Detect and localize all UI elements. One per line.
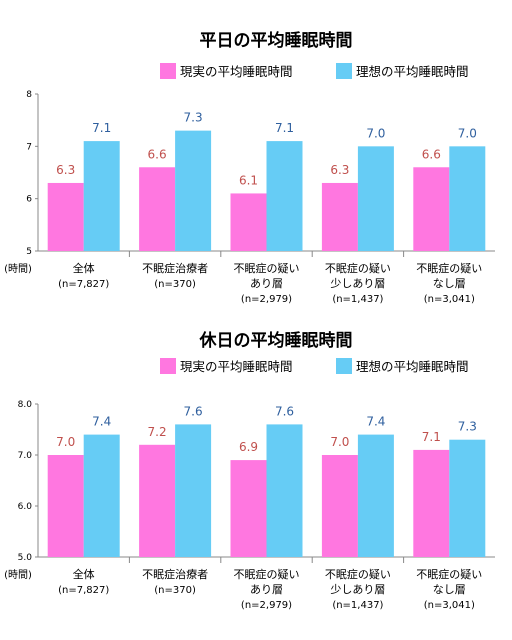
category-label: 不眠症治療者: [142, 567, 208, 581]
data-label-actual: 6.3: [56, 163, 75, 177]
category-label: 少しあり層: [330, 583, 385, 596]
data-label-ideal: 7.1: [275, 121, 294, 135]
data-label-actual: 7.0: [330, 435, 349, 449]
chart-title: 休日の平均睡眠時間: [199, 330, 353, 351]
category-label: 少しあり層: [330, 277, 385, 290]
category-sample-size: (n=1,437): [332, 600, 383, 611]
bar-actual: [321, 455, 358, 557]
bar-actual: [413, 449, 450, 557]
bar-ideal: [357, 434, 394, 557]
category-label: あり層: [250, 583, 283, 596]
bar-actual: [139, 444, 176, 557]
legend-swatch-actual: [160, 358, 176, 374]
category-sample-size: (n=1,437): [332, 294, 383, 305]
legend-swatch-actual: [160, 63, 176, 79]
y-unit-label: (時間): [4, 263, 32, 275]
category-label: 不眠症の疑い: [234, 567, 300, 581]
data-label-actual: 6.9: [239, 440, 258, 454]
bar-ideal: [449, 146, 486, 251]
data-label-actual: 7.0: [56, 435, 75, 449]
data-label-actual: 6.6: [148, 147, 167, 161]
bar-ideal: [175, 130, 212, 251]
category-label: あり層: [250, 277, 283, 290]
y-tick-label: 8.0: [18, 400, 33, 410]
data-label-ideal: 7.6: [184, 404, 203, 418]
chart-title: 平日の平均睡眠時間: [200, 30, 353, 51]
y-tick-label: 6.0: [18, 502, 33, 512]
bar-ideal: [266, 424, 303, 557]
bar-ideal: [266, 141, 303, 251]
data-label-ideal: 7.3: [458, 420, 477, 434]
data-label-actual: 6.3: [330, 163, 349, 177]
y-tick-label: 5: [26, 247, 32, 257]
category-label: 不眠症治療者: [142, 261, 208, 275]
category-label: 全体: [73, 261, 95, 275]
data-label-ideal: 7.4: [92, 415, 111, 429]
category-label: なし層: [433, 277, 466, 290]
category-label: 不眠症の疑い: [416, 261, 482, 275]
category-sample-size: (n=7,827): [58, 279, 109, 290]
bar-actual: [230, 460, 267, 557]
category-sample-size: (n=2,979): [241, 600, 292, 611]
category-sample-size: (n=7,827): [58, 585, 109, 596]
bar-actual: [321, 182, 358, 251]
category-sample-size: (n=3,041): [424, 600, 475, 611]
legend-label-ideal: 理想の平均睡眠時間: [356, 64, 469, 79]
category-sample-size: (n=370): [154, 585, 196, 596]
data-label-actual: 7.2: [148, 425, 167, 439]
data-label-ideal: 7.0: [366, 126, 385, 140]
category-label: なし層: [433, 583, 466, 596]
data-label-ideal: 7.6: [275, 404, 294, 418]
data-label-ideal: 7.4: [366, 415, 385, 429]
category-label: 不眠症の疑い: [416, 567, 482, 581]
bar-actual: [230, 193, 267, 251]
y-tick-label: 5.0: [18, 553, 33, 563]
category-sample-size: (n=370): [154, 279, 196, 290]
bar-actual: [413, 167, 450, 251]
category-sample-size: (n=2,979): [241, 294, 292, 305]
y-unit-label: (時間): [4, 569, 32, 581]
data-label-actual: 6.1: [239, 173, 258, 187]
y-tick-label: 7.0: [18, 451, 33, 461]
data-label-ideal: 7.1: [92, 121, 111, 135]
data-label-ideal: 7.0: [458, 126, 477, 140]
legend-label-actual: 現実の平均睡眠時間: [180, 359, 293, 374]
legend-swatch-ideal: [336, 63, 352, 79]
category-label: 不眠症の疑い: [325, 261, 391, 275]
y-tick-label: 6: [26, 195, 32, 205]
y-tick-label: 7: [26, 142, 32, 152]
category-label: 不眠症の疑い: [234, 261, 300, 275]
data-label-actual: 6.6: [422, 147, 441, 161]
legend-label-ideal: 理想の平均睡眠時間: [356, 359, 469, 374]
data-label-ideal: 7.3: [184, 111, 203, 125]
y-tick-label: 8: [26, 90, 32, 100]
bar-ideal: [83, 141, 120, 251]
bar-ideal: [175, 424, 212, 557]
category-label: 不眠症の疑い: [325, 567, 391, 581]
legend-label-actual: 現実の平均睡眠時間: [180, 64, 293, 79]
data-label-actual: 7.1: [422, 430, 441, 444]
bar-ideal: [83, 434, 120, 557]
bar-ideal: [449, 439, 486, 557]
legend-swatch-ideal: [336, 358, 352, 374]
category-sample-size: (n=3,041): [424, 294, 475, 305]
bar-actual: [47, 182, 84, 251]
category-label: 全体: [73, 567, 95, 581]
bar-actual: [139, 167, 176, 251]
bar-ideal: [357, 146, 394, 251]
bar-actual: [47, 455, 84, 557]
